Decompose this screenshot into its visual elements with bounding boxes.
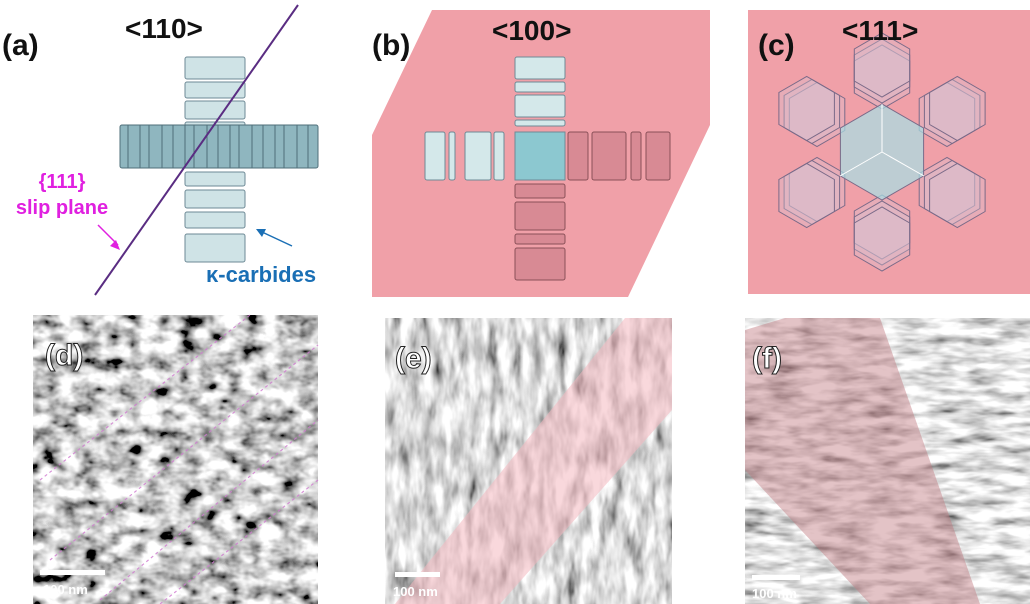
panel-a (120, 57, 318, 262)
carbide (185, 190, 245, 208)
carbide (515, 202, 565, 230)
arrow (262, 232, 292, 246)
carbide (515, 248, 565, 280)
panel-label: (a) (2, 29, 39, 62)
plane: {111} (39, 171, 86, 193)
scale-bar (752, 575, 800, 580)
carbide (425, 132, 445, 180)
zone-axis: <100> (492, 15, 571, 46)
scale-label: 100 nm (393, 584, 438, 599)
carbide (494, 132, 504, 180)
panel-label: (c) (758, 29, 795, 62)
scale-label: 100 nm (43, 582, 88, 597)
carbide (515, 184, 565, 198)
zone-axis: <111> (842, 15, 918, 46)
carbide (185, 82, 245, 98)
carbide (515, 234, 565, 244)
carbide (646, 132, 670, 180)
panel-label: (f) (752, 342, 782, 375)
figure: (a) <110> {111} slip plane κ-carbides (b… (0, 0, 1030, 604)
panel-label: (b) (372, 29, 410, 62)
plane-name: slip plane (16, 197, 108, 219)
carbide (631, 132, 641, 180)
arrow-head (110, 240, 120, 250)
zone-axis: <110> (125, 13, 203, 44)
panel-label: (d) (45, 339, 83, 372)
scale-bar (395, 572, 440, 577)
carbide (449, 132, 455, 180)
carbide (515, 120, 565, 126)
panel-label: (e) (395, 342, 432, 375)
carbide (185, 212, 245, 228)
scale-bar (40, 570, 105, 575)
carbide (185, 234, 245, 262)
carbide (515, 132, 565, 180)
carbide (568, 132, 588, 180)
carbide (515, 82, 565, 92)
carbide (120, 125, 318, 168)
precipitate: κ-carbides (206, 262, 316, 287)
carbide (592, 132, 626, 180)
carbide (515, 57, 565, 79)
carbide (465, 132, 491, 180)
carbide (515, 95, 565, 117)
carbide (185, 101, 245, 119)
carbide (185, 57, 245, 79)
scale-label: 100 nm (752, 586, 797, 601)
carbide (185, 172, 245, 186)
